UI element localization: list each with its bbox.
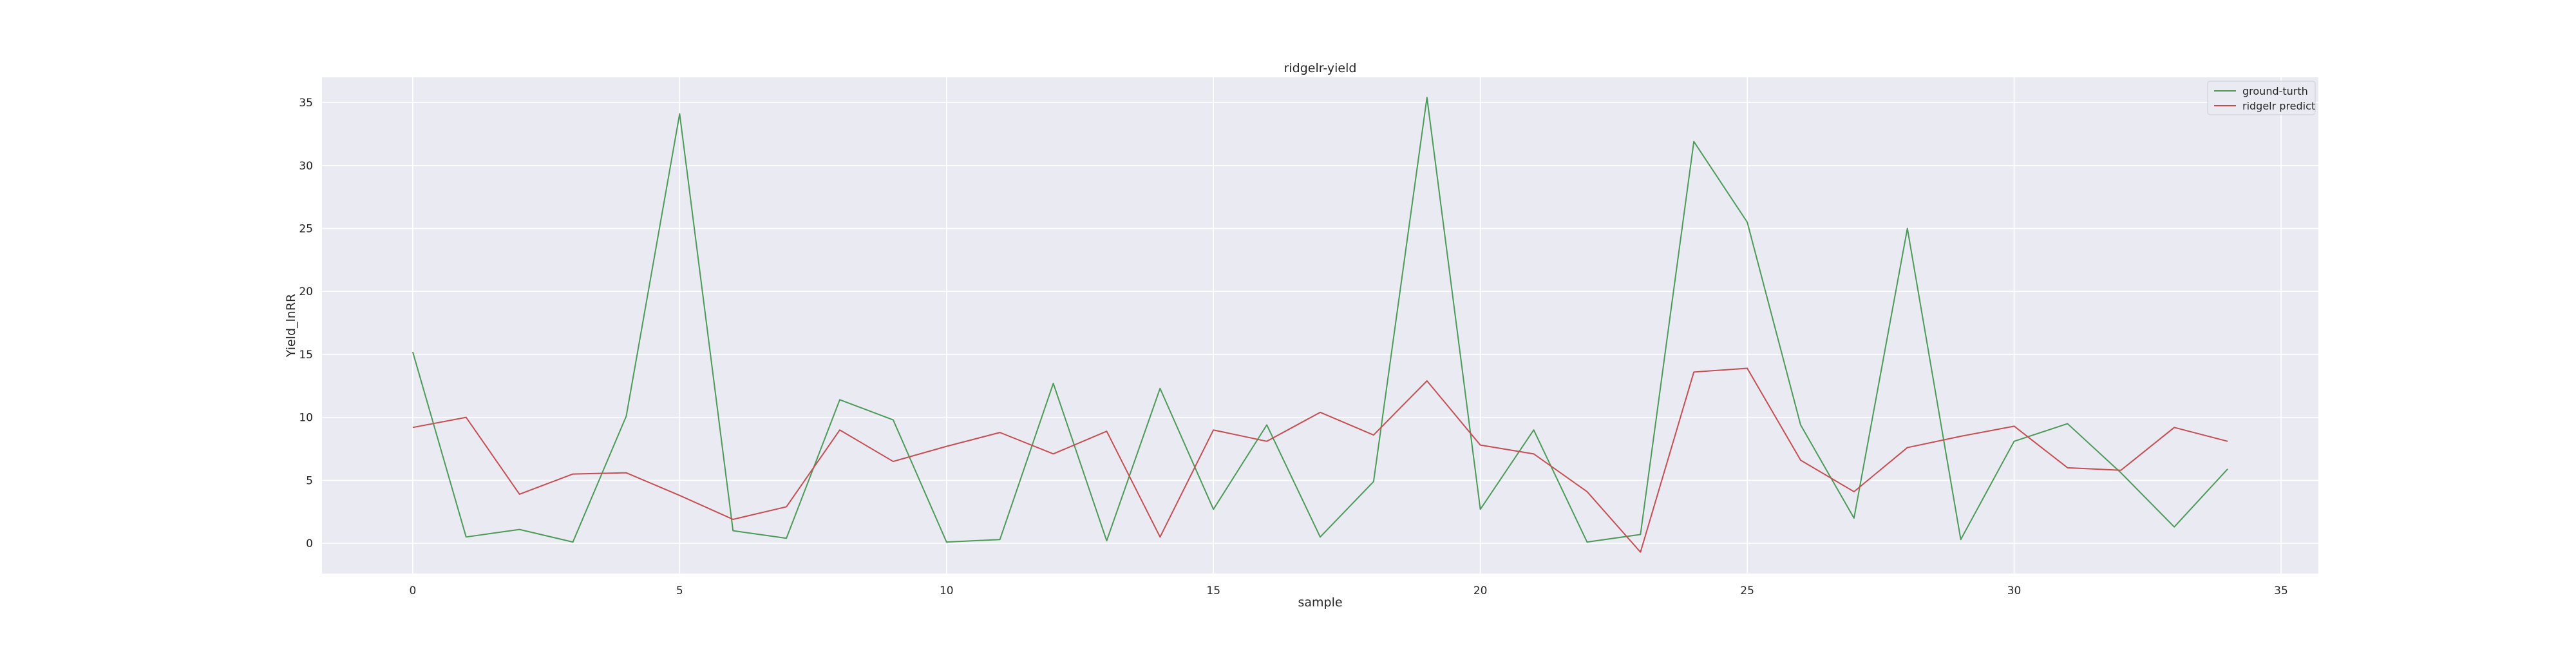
legend-label-ground-turth: ground-turth <box>2242 85 2308 97</box>
x-tick-label: 5 <box>676 584 683 597</box>
series-line-ridgelr-predict <box>412 367 2228 553</box>
x-tick-label: 20 <box>1473 584 1488 597</box>
x-tick-label: 15 <box>1206 584 1220 597</box>
x-tick-label: 0 <box>409 584 416 597</box>
grid-lines <box>322 77 2318 574</box>
x-tick-label: 35 <box>2274 584 2288 597</box>
y-tick-label: 30 <box>299 160 313 173</box>
legend-label-ridgelr-predict: ridgelr predict <box>2242 100 2315 112</box>
y-tick-label: 25 <box>299 223 313 236</box>
x-tick-label: 30 <box>2007 584 2022 597</box>
y-tick-label: 20 <box>299 285 313 298</box>
x-tick-label: 10 <box>940 584 954 597</box>
y-tick-label: 10 <box>299 412 313 425</box>
y-tick-label: 5 <box>306 474 313 487</box>
series-lines <box>412 97 2228 553</box>
y-tick-label: 15 <box>299 349 313 362</box>
chart-title: ridgelr-yield <box>1284 61 1357 75</box>
y-tick-label: 35 <box>299 97 313 110</box>
tick-labels: 0 5 10 15 20 25 30 35 0 5 10 15 20 25 30 35 <box>299 97 2287 597</box>
plot-area <box>322 77 2318 574</box>
y-tick-label: 0 <box>306 537 313 550</box>
legend: ground-turth ridgelr predict <box>2207 81 2316 115</box>
x-axis-label: sample <box>1298 595 1342 610</box>
x-tick-label: 25 <box>1740 584 1754 597</box>
y-axis-label: Yield_lnRR <box>284 294 298 358</box>
series-line-ground-turth <box>412 97 2228 543</box>
